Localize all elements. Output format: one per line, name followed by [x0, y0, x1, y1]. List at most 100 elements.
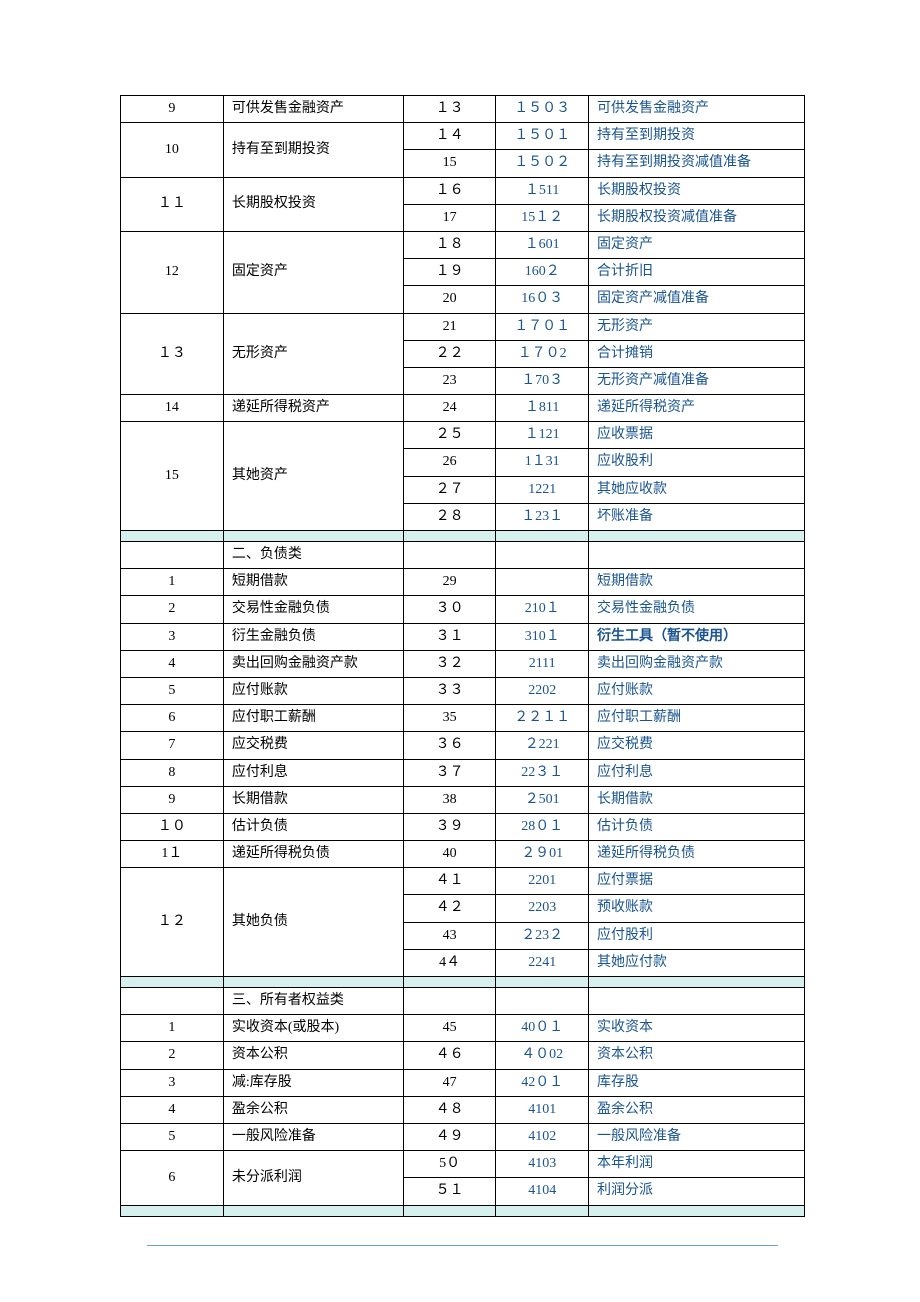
- table-cell: 固定资产: [223, 231, 403, 313]
- table-cell: 4104: [496, 1178, 589, 1205]
- table-cell: １７０2: [496, 340, 589, 367]
- table-row: 8应付利息３７22３１应付利息: [121, 759, 805, 786]
- table-cell: 5: [121, 677, 224, 704]
- table-row: 5一般风险准备４９4102一般风险准备: [121, 1123, 805, 1150]
- table-cell: 资本公积: [223, 1042, 403, 1069]
- table-cell: 40０１: [496, 1015, 589, 1042]
- table-cell: ２２１１: [496, 705, 589, 732]
- table-cell: [496, 988, 589, 1015]
- table-cell: 28０１: [496, 813, 589, 840]
- table-cell: 15: [403, 150, 496, 177]
- table-cell: １８: [403, 231, 496, 258]
- table-cell: 160２: [496, 259, 589, 286]
- table-row: 15其她资产２５１121应收票据: [121, 422, 805, 449]
- table-cell: 3: [121, 1069, 224, 1096]
- table-cell: 预收账款: [588, 895, 804, 922]
- table-row: １２其她负债４１2201应付票据: [121, 868, 805, 895]
- table-cell: 长期借款: [588, 786, 804, 813]
- table-cell: 10: [121, 123, 224, 177]
- table-cell: 3: [121, 623, 224, 650]
- separator-cell: [588, 531, 804, 542]
- table-cell: １２: [121, 868, 224, 977]
- table-cell: 1221: [496, 476, 589, 503]
- table-cell: 其她应付款: [588, 949, 804, 976]
- separator-cell: [121, 531, 224, 542]
- table-cell: 其她负债: [223, 868, 403, 977]
- table-cell: 一般风险准备: [588, 1123, 804, 1150]
- table-cell: [496, 569, 589, 596]
- table-cell: １６: [403, 177, 496, 204]
- table-row: 1１递延所得税负债40２９01递延所得税负债: [121, 841, 805, 868]
- table-row: 7应交税费３６２221应交税费: [121, 732, 805, 759]
- table-cell: 20: [403, 286, 496, 313]
- separator-cell: [223, 977, 403, 988]
- table-row: 14递延所得税资产24１811递延所得税资产: [121, 395, 805, 422]
- separator-row: [121, 977, 805, 988]
- separator-cell: [496, 1205, 589, 1216]
- table-cell: ２５: [403, 422, 496, 449]
- table-cell: 合计折旧: [588, 259, 804, 286]
- table-cell: 无形资产减值准备: [588, 367, 804, 394]
- table-cell: １23１: [496, 503, 589, 530]
- table-cell: 17: [403, 204, 496, 231]
- separator-cell: [121, 1205, 224, 1216]
- table-cell: 坏账准备: [588, 503, 804, 530]
- table-cell: 无形资产: [588, 313, 804, 340]
- table-row: 9长期借款38２501长期借款: [121, 786, 805, 813]
- table-cell: 递延所得税负债: [588, 841, 804, 868]
- table-cell: 8: [121, 759, 224, 786]
- table-cell: 三、所有者权益类: [223, 988, 403, 1015]
- table-cell: 库存股: [588, 1069, 804, 1096]
- table-row: 1短期借款29短期借款: [121, 569, 805, 596]
- table-cell: ２23２: [496, 922, 589, 949]
- table-cell: １３: [403, 96, 496, 123]
- table-cell: １811: [496, 395, 589, 422]
- table-cell: １５０３: [496, 96, 589, 123]
- table-cell: 2201: [496, 868, 589, 895]
- table-cell: 9: [121, 96, 224, 123]
- table-cell: 15: [121, 422, 224, 531]
- table-cell: 本年利润: [588, 1151, 804, 1178]
- table-cell: １５０２: [496, 150, 589, 177]
- table-row: 10持有至到期投资１４１５０１持有至到期投资: [121, 123, 805, 150]
- table-cell: 47: [403, 1069, 496, 1096]
- separator-cell: [588, 1205, 804, 1216]
- table-cell: 减:库存股: [223, 1069, 403, 1096]
- section-header-row: 三、所有者权益类: [121, 988, 805, 1015]
- table-cell: 二、负债类: [223, 542, 403, 569]
- separator-cell: [496, 531, 589, 542]
- table-cell: １１: [121, 177, 224, 231]
- table-cell: 2: [121, 1042, 224, 1069]
- table-cell: 可供发售金融资产: [588, 96, 804, 123]
- table-cell: 交易性金融负债: [223, 596, 403, 623]
- table-cell: 15１２: [496, 204, 589, 231]
- table-cell: 短期借款: [223, 569, 403, 596]
- table-cell: 固定资产减值准备: [588, 286, 804, 313]
- table-cell: ３２: [403, 650, 496, 677]
- table-cell: 衍生工具（暂不使用）: [588, 623, 804, 650]
- table-cell: 递延所得税资产: [223, 395, 403, 422]
- table-row: １１长期股权投资１６１511长期股权投资: [121, 177, 805, 204]
- table-row: 6未分派利润5０4103本年利润: [121, 1151, 805, 1178]
- table-cell: 应交税费: [223, 732, 403, 759]
- table-cell: 可供发售金融资产: [223, 96, 403, 123]
- table-row: 2资本公积４６４０02资本公积: [121, 1042, 805, 1069]
- table-cell: 12: [121, 231, 224, 313]
- table-cell: 9: [121, 786, 224, 813]
- table-cell: ４６: [403, 1042, 496, 1069]
- table-cell: １511: [496, 177, 589, 204]
- table-row: 5应付账款３３2202应付账款: [121, 677, 805, 704]
- table-cell: 2202: [496, 677, 589, 704]
- table-cell: 长期借款: [223, 786, 403, 813]
- table-cell: 一般风险准备: [223, 1123, 403, 1150]
- table-cell: [588, 988, 804, 1015]
- table-cell: [496, 542, 589, 569]
- table-row: 1实收资本(或股本)4540０１实收资本: [121, 1015, 805, 1042]
- table-cell: ４０02: [496, 1042, 589, 1069]
- table-cell: 1１: [121, 841, 224, 868]
- table-cell: 16０３: [496, 286, 589, 313]
- table-row: 2交易性金融负债３０210１交易性金融负债: [121, 596, 805, 623]
- page: 9可供发售金融资产１３１５０３可供发售金融资产10持有至到期投资１４１５０１持有…: [0, 0, 920, 1293]
- table-row: 12固定资产１８１601固定资产: [121, 231, 805, 258]
- separator-cell: [223, 531, 403, 542]
